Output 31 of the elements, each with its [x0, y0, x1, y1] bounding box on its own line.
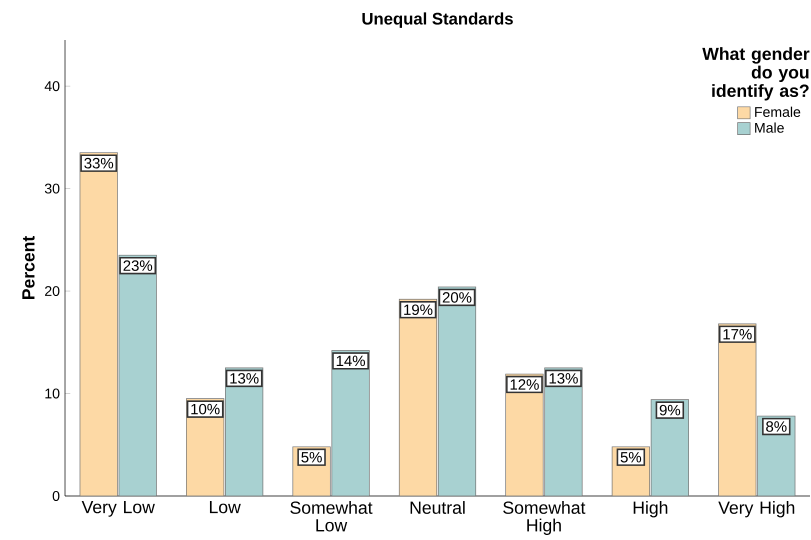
- x-tick-label: Very High: [718, 501, 794, 518]
- x-tick-label: Neutral: [410, 501, 465, 514]
- y-tick-label: 20: [45, 286, 60, 296]
- data-label: 9%: [660, 404, 680, 416]
- y-axis-title: Percent: [22, 236, 35, 300]
- x-tick-label: Low: [210, 501, 241, 514]
- data-label: 5%: [301, 452, 322, 462]
- y-tick-label: 0: [52, 491, 60, 501]
- y-tick-label: 10: [45, 388, 60, 398]
- data-label: 20%: [442, 292, 472, 303]
- data-label: 19%: [404, 304, 432, 315]
- legend-title: What gender do you identify as?: [702, 47, 810, 100]
- x-tick-label: Very Low: [82, 501, 155, 517]
- x-tick-label: Somewhat High: [503, 501, 586, 535]
- data-label: 12%: [510, 379, 539, 390]
- data-label: 17%: [723, 329, 752, 340]
- data-label: 23%: [124, 260, 152, 271]
- data-label: 33%: [84, 158, 114, 168]
- data-label: 14%: [336, 356, 365, 366]
- y-tick-label: 40: [44, 81, 60, 92]
- x-tick-label: High: [634, 501, 668, 518]
- data-label: 10%: [191, 404, 220, 414]
- x-tick-label: Somewhat Low: [290, 501, 372, 532]
- y-tick-label: 30: [44, 184, 60, 194]
- legend-label: Female: [755, 106, 800, 117]
- data-label: 5%: [620, 452, 642, 462]
- legend-label: Male: [755, 122, 784, 133]
- chart-title: Unequal Standards: [362, 12, 513, 28]
- data-label: 13%: [230, 373, 259, 384]
- data-label: 8%: [766, 421, 787, 432]
- data-label: 13%: [550, 373, 578, 384]
